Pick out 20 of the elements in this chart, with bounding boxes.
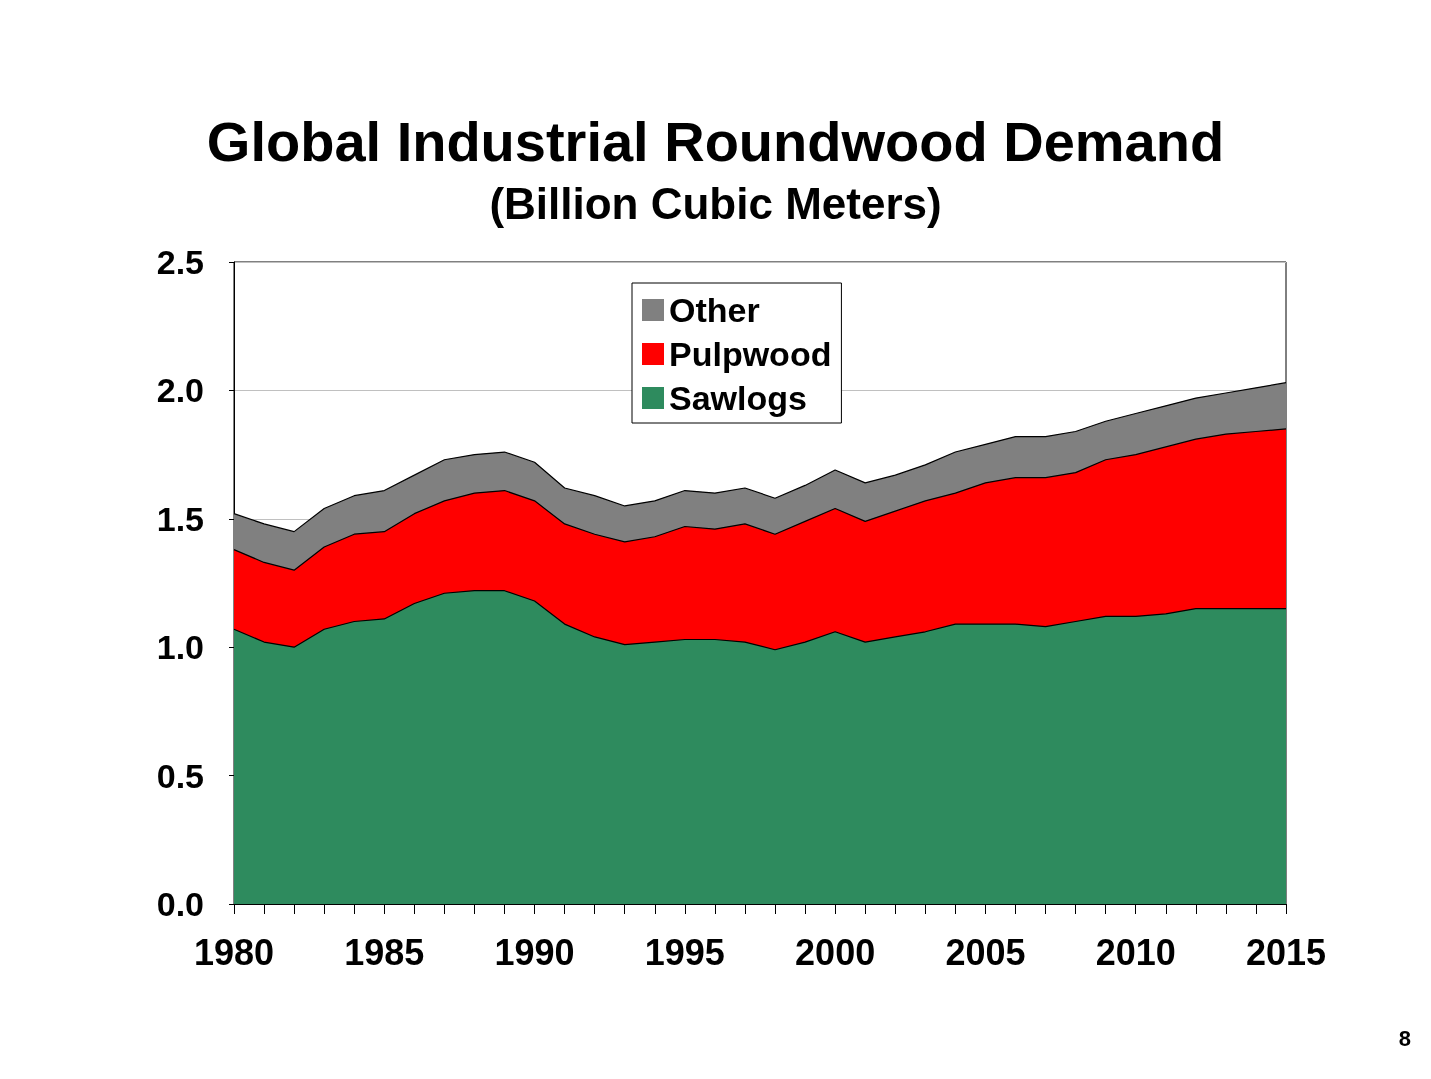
chart-title: Global Industrial Roundwood Demand (206, 109, 1225, 173)
y-tick-label: 0.0 (156, 885, 204, 923)
x-tick-label: 1985 (344, 931, 425, 973)
legend-label: Pulpwood (669, 335, 832, 373)
y-tick-label: 0.5 (156, 756, 204, 795)
x-tick-label: 2015 (1245, 931, 1327, 973)
x-tick-label: 1995 (644, 931, 725, 973)
text: 8 (1398, 1025, 1412, 1051)
y-tick-label: 1.0 (156, 628, 204, 667)
x-tick-label: 2010 (1095, 931, 1176, 973)
legend-label: Sawlogs (669, 379, 807, 417)
legend-label: Other (669, 291, 760, 329)
chart-subtitle: (Billion Cubic Meters) (489, 178, 942, 228)
x-tick-label: 1990 (494, 931, 575, 973)
y-tick-label: 2.0 (156, 371, 204, 410)
y-tick-label: 1.5 (156, 499, 204, 538)
y-tick-label: 2.5 (156, 243, 204, 281)
x-tick-label: 1980 (193, 931, 275, 973)
x-tick-label: 2000 (795, 931, 876, 973)
x-tick-label: 2005 (945, 931, 1026, 973)
